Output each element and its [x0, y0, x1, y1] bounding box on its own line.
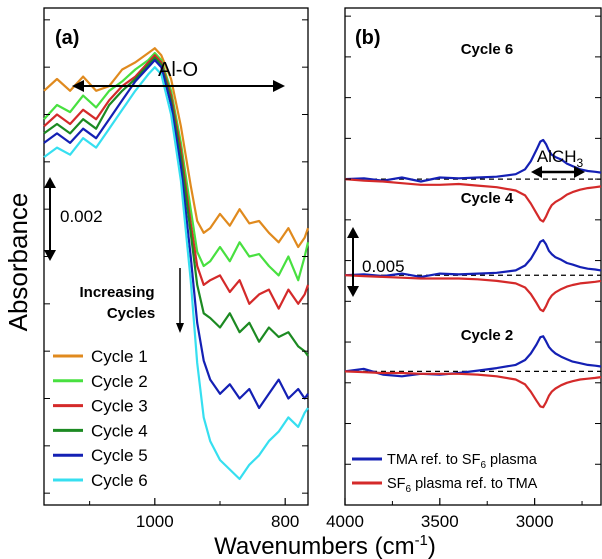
x-tick-label-b-3500: 3500	[421, 512, 459, 531]
legend-label-a-cycle-6: Cycle 6	[91, 471, 148, 490]
scalebar-a	[44, 177, 56, 261]
legend-label-a-cycle-5: Cycle 5	[91, 446, 148, 465]
series-b-cycle-4-tma	[344, 239, 602, 278]
panel-a: (a) 1000 800 Al-O 0.002 Increasing Cycles…	[43, 7, 310, 531]
scalebar-b-label: 0.005	[362, 257, 405, 276]
panel-b-frame	[344, 7, 602, 506]
panel-b-label: (b)	[355, 27, 381, 49]
series-a-cycle-6	[43, 66, 309, 481]
legend-label-b-0: TMA ref. to SF6 plasma	[387, 452, 538, 471]
series-b-cycle-4-sf6	[344, 274, 602, 313]
group-label-cycle-4: Cycle 4	[461, 190, 514, 207]
y-axis-label: Absorbance	[3, 193, 33, 332]
series-a-cycle-4	[43, 56, 309, 357]
x-axis-label: Wavenumbers (cm-1)	[214, 532, 436, 559]
series-a-cycle-2	[43, 51, 310, 282]
increasing-label: Increasing	[79, 284, 154, 301]
series-a-cycle-3	[43, 54, 310, 310]
trend-arrow	[176, 268, 184, 333]
x-tick-label-a-1000: 1000	[136, 512, 174, 531]
series-b-cycle-2-sf6	[344, 370, 602, 409]
panel-b-legend: TMA ref. to SF6 plasma SF6 plasma ref. to…	[352, 452, 538, 495]
series-a-cycle-5	[43, 59, 309, 410]
panel-a-legend: Cycle 1 Cycle 2 Cycle 3 Cycle 4 Cycle 5 Cycle…	[53, 347, 148, 490]
legend-label-b-1: SF6 plasma ref. to TMA	[387, 476, 538, 495]
panel-b-ticks: 4000 3500 3000	[326, 15, 601, 531]
series-b-cycle-6-tma	[344, 138, 602, 183]
legend-label-a-cycle-1: Cycle 1	[91, 347, 148, 366]
panel-a-label: (a)	[55, 27, 79, 49]
panel-b-series-group: Cycle 6 Cycle 4 Cycle 2	[344, 41, 602, 409]
alch3-label: AlCH3	[537, 147, 584, 170]
x-tick-label-b-4000: 4000	[326, 512, 364, 531]
legend-label-a-cycle-4: Cycle 4	[91, 421, 148, 440]
legend-label-a-cycle-2: Cycle 2	[91, 372, 148, 391]
cycles-label: Cycles	[107, 305, 155, 322]
alch3-arrow	[531, 166, 585, 178]
series-a-cycle-1	[43, 47, 310, 249]
group-label-cycle-2: Cycle 2	[461, 327, 514, 344]
x-tick-label-b-3000: 3000	[516, 512, 554, 531]
group-label-cycle-6: Cycle 6	[461, 41, 514, 58]
al-o-band-arrow	[72, 80, 285, 92]
x-tick-label-a-800: 800	[271, 512, 299, 531]
scalebar-a-label: 0.002	[60, 207, 103, 226]
legend-label-a-cycle-3: Cycle 3	[91, 397, 148, 416]
panel-a-ticks: 1000 800	[44, 19, 308, 531]
al-o-label: Al-O	[158, 59, 198, 81]
panel-a-series-group	[43, 47, 310, 481]
series-b-cycle-6-sf6	[344, 178, 602, 223]
panel-b: (b) Cycle 6 Cycle 4 Cycle 2 4000 3500 3000 A…	[326, 7, 602, 531]
scalebar-b	[347, 227, 359, 297]
